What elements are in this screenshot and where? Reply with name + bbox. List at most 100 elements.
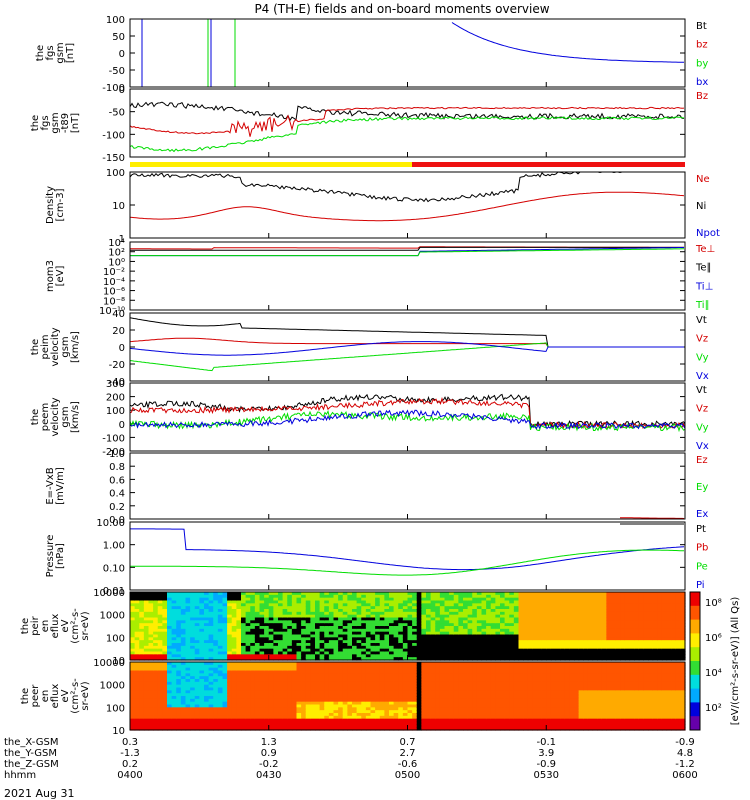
spectrogram-cell xyxy=(324,648,330,653)
spectrogram-cell xyxy=(305,654,311,658)
spectrogram-cell xyxy=(185,623,191,627)
panel-3-ylabel: [cm-3] xyxy=(55,188,66,221)
spectrogram-cell xyxy=(375,645,381,650)
spectrogram-cell xyxy=(259,727,265,731)
spectrogram-cell xyxy=(310,631,316,636)
spectrogram-cell xyxy=(342,600,348,604)
spectrogram-cell xyxy=(453,628,459,633)
spectrogram-cell xyxy=(130,662,136,666)
spectrogram-cell xyxy=(194,623,200,627)
spectrogram-cell xyxy=(402,673,409,677)
spectrogram-cell xyxy=(208,676,214,680)
spectrogram-cell xyxy=(365,628,372,633)
spectrogram-cell xyxy=(472,592,478,596)
spectrogram-cell xyxy=(541,611,547,616)
spectrogram-cell xyxy=(153,631,159,636)
spectrogram-cell xyxy=(611,594,617,599)
spectrogram-cell xyxy=(435,609,441,613)
spectrogram-cell xyxy=(190,614,196,619)
spectrogram-cell xyxy=(527,611,533,616)
spectrogram-cell xyxy=(467,611,473,616)
panel-10-ylabel: eflux xyxy=(50,684,61,709)
spectrogram-cell xyxy=(236,603,242,607)
spectrogram-cell xyxy=(426,614,432,619)
spectrogram-cell xyxy=(231,651,237,655)
spectrogram-cell xyxy=(370,676,376,680)
spectrogram-cell xyxy=(338,609,344,613)
spectrogram-cell xyxy=(435,617,441,621)
spectrogram-cell xyxy=(324,667,330,672)
spectrogram-cell xyxy=(463,606,469,610)
panel-4-frame xyxy=(129,241,686,311)
spectrogram-cell xyxy=(338,657,344,661)
spectrogram-cell xyxy=(463,620,469,624)
spectrogram-cell xyxy=(278,670,284,674)
spectrogram-cell xyxy=(148,721,154,725)
spectrogram-cell xyxy=(356,614,362,619)
spectrogram-cell xyxy=(208,667,214,672)
spectrogram-cell xyxy=(393,724,399,728)
spectrogram-cell xyxy=(389,701,395,706)
spectrogram-cell xyxy=(666,597,672,602)
spectrogram-cell xyxy=(324,594,330,599)
spectrogram-cell xyxy=(661,614,668,619)
spectrogram-cell xyxy=(176,701,182,706)
spectrogram-cell xyxy=(361,681,367,686)
spectrogram-cell xyxy=(481,654,487,658)
spectrogram-cell xyxy=(130,626,136,630)
spectrogram-cell xyxy=(287,614,293,619)
spectrogram-cell xyxy=(361,651,367,655)
spectrogram-cell xyxy=(342,611,348,616)
spectrogram-cell xyxy=(569,657,575,661)
spectrogram-cell xyxy=(389,662,395,666)
spectrogram-cell xyxy=(574,640,580,644)
spectrogram-cell xyxy=(185,679,191,683)
spectrogram-cell xyxy=(153,654,159,658)
spectrogram-cell xyxy=(176,626,182,630)
spectrogram-cell xyxy=(620,626,626,630)
spectrogram-cell xyxy=(578,611,584,616)
spectrogram-cell xyxy=(597,592,603,596)
spectrogram-cell xyxy=(550,626,557,630)
spectrogram-cell xyxy=(638,640,644,644)
spectrogram-cell xyxy=(241,600,247,604)
spectrogram-cell xyxy=(333,654,339,658)
spectrogram-cell xyxy=(153,687,159,691)
spectrogram-cell xyxy=(467,592,473,596)
spectrogram-cell xyxy=(213,664,219,669)
spectrogram-cell xyxy=(444,592,450,596)
spectrogram-cell xyxy=(587,606,594,610)
spectrogram-cell xyxy=(347,597,353,602)
spectrogram-cell xyxy=(439,664,446,669)
spectrogram-cell xyxy=(407,676,413,680)
spectrogram-cell xyxy=(250,721,256,725)
spectrogram-cell xyxy=(157,693,163,697)
spectrogram-cell xyxy=(227,715,233,720)
spectrogram-cell xyxy=(541,600,547,604)
spectrogram-cell xyxy=(421,713,427,717)
spectrogram-cell xyxy=(333,603,339,607)
panel-2-ylabel: fgs xyxy=(40,115,51,130)
spectrogram-cell xyxy=(416,614,422,619)
spectrogram-cell xyxy=(671,620,677,624)
spectrogram-cell xyxy=(347,611,353,616)
spectrogram-cell xyxy=(430,648,436,653)
spectrogram-cell xyxy=(356,718,362,723)
spectrogram-cell xyxy=(157,592,163,596)
spectrogram-cell xyxy=(171,704,177,708)
spectrogram-cell xyxy=(241,631,247,636)
spectrogram-cell xyxy=(236,727,242,731)
spectrogram-cell xyxy=(264,721,270,725)
spectrogram-cell xyxy=(384,707,390,711)
spectrogram-cell xyxy=(254,713,261,717)
spectrogram-cell xyxy=(555,600,561,604)
spectrogram-cell xyxy=(222,676,228,680)
spectrogram-cell xyxy=(301,721,307,725)
spectrogram-cell xyxy=(176,715,182,720)
spectrogram-cell xyxy=(310,640,316,644)
spectrogram-cell xyxy=(435,724,441,728)
spectrogram-cell xyxy=(185,597,191,602)
spectrogram-cell xyxy=(509,643,515,647)
spectrogram-cell xyxy=(162,634,168,638)
spectrogram-cell xyxy=(518,614,524,619)
